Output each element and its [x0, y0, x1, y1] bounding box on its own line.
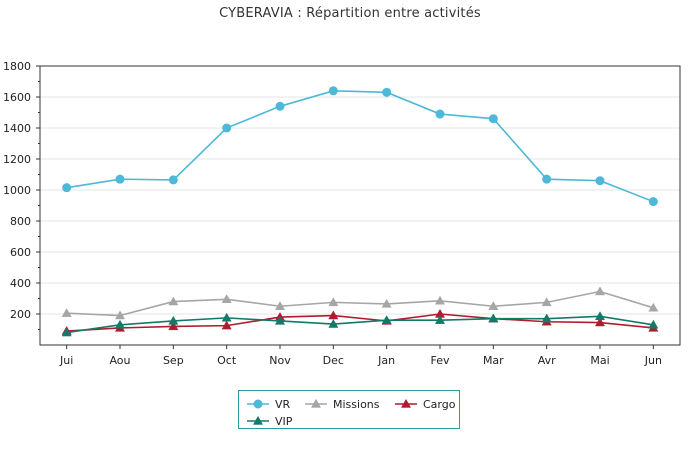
x-tick-label: Jan [377, 354, 395, 367]
series-vr [62, 86, 658, 207]
legend-marker [253, 399, 263, 409]
legend-label: VR [275, 397, 291, 411]
legend-label: VIP [275, 414, 293, 428]
data-point [648, 197, 658, 207]
data-point [275, 101, 285, 111]
data-point [594, 286, 606, 296]
x-tick-label: Dec [323, 354, 344, 367]
x-tick-label: Jun [644, 354, 662, 367]
series-line [66, 290, 654, 317]
legend-label: Cargo [423, 397, 456, 411]
series-line [66, 315, 654, 334]
legend-swatch [247, 415, 269, 425]
y-tick-label: 1000 [3, 184, 31, 197]
y-tick-label: 200 [10, 308, 31, 321]
data-point [168, 175, 178, 185]
data-point [114, 319, 126, 329]
data-point [61, 308, 72, 317]
x-tick-label: Aou [109, 354, 130, 367]
chart-legend: VR Missions Cargo VIP [238, 390, 460, 429]
data-point [114, 310, 126, 320]
x-tick-label: Oct [217, 354, 237, 367]
data-point [542, 174, 552, 184]
y-tick-label: 400 [10, 277, 31, 290]
plot-frame [39, 65, 681, 346]
data-point [381, 298, 392, 308]
legend-label: Missions [333, 397, 380, 411]
legend-item: VR [247, 396, 290, 412]
data-point [328, 318, 339, 328]
data-point [274, 315, 286, 325]
data-point [115, 174, 125, 184]
axes [36, 65, 681, 349]
data-point [61, 327, 72, 337]
data-point [221, 320, 232, 330]
data-point [488, 313, 499, 323]
x-tick-label: Fev [430, 354, 449, 367]
legend-marker [252, 415, 264, 425]
data-point [168, 315, 179, 325]
data-point [168, 321, 179, 331]
legend-marker [310, 398, 322, 408]
data-point [435, 109, 445, 119]
data-point [221, 312, 232, 322]
tick-labels: 200 400 600 800 1000 1200 1400 1600 1800 Jui Aou Se… [3, 60, 662, 367]
x-tick-label: Avr [538, 354, 556, 367]
data-point [594, 311, 606, 321]
data-point [594, 317, 606, 327]
series-lines [61, 86, 659, 337]
data-point [648, 302, 659, 312]
data-point [595, 176, 605, 186]
data-point [488, 301, 499, 310]
legend-item: Missions [305, 396, 380, 412]
legend-swatch [247, 399, 269, 409]
x-tick-label: Sep [163, 354, 184, 367]
data-point [648, 319, 659, 329]
x-tick-label: Mai [590, 354, 609, 367]
data-point [434, 295, 446, 305]
y-tick-label: 1200 [3, 153, 31, 166]
data-point [381, 315, 392, 324]
legend-item: Cargo [395, 396, 455, 412]
data-point [382, 87, 392, 97]
legend-marker [400, 398, 412, 408]
y-tick-label: 1600 [3, 91, 31, 104]
data-point [541, 313, 552, 323]
data-point [488, 114, 498, 124]
x-tick-label: Nov [269, 354, 291, 367]
data-point [221, 294, 232, 303]
x-tick-label: Mar [483, 354, 504, 367]
legend-swatch [395, 398, 417, 408]
data-point [62, 183, 72, 193]
data-point [222, 123, 232, 133]
data-point [541, 297, 552, 307]
chart-title: CYBERAVIA : Répartition entre activités [219, 6, 481, 21]
y-tick-label: 1400 [3, 122, 31, 135]
y-tick-label: 1800 [3, 60, 31, 73]
data-point [434, 315, 446, 324]
series-vip [61, 311, 659, 337]
grid-lines [40, 65, 680, 315]
x-tick-label: Jui [59, 354, 73, 367]
data-point [168, 296, 179, 306]
series-line [66, 313, 654, 332]
data-point [328, 297, 339, 307]
y-tick-label: 600 [10, 246, 31, 259]
series-missions [61, 286, 659, 320]
legend-item: VIP [247, 413, 292, 429]
data-point [274, 301, 286, 310]
y-tick-label: 800 [10, 215, 31, 228]
data-point [328, 86, 338, 96]
legend-swatch [305, 398, 327, 408]
series-line [66, 89, 654, 203]
